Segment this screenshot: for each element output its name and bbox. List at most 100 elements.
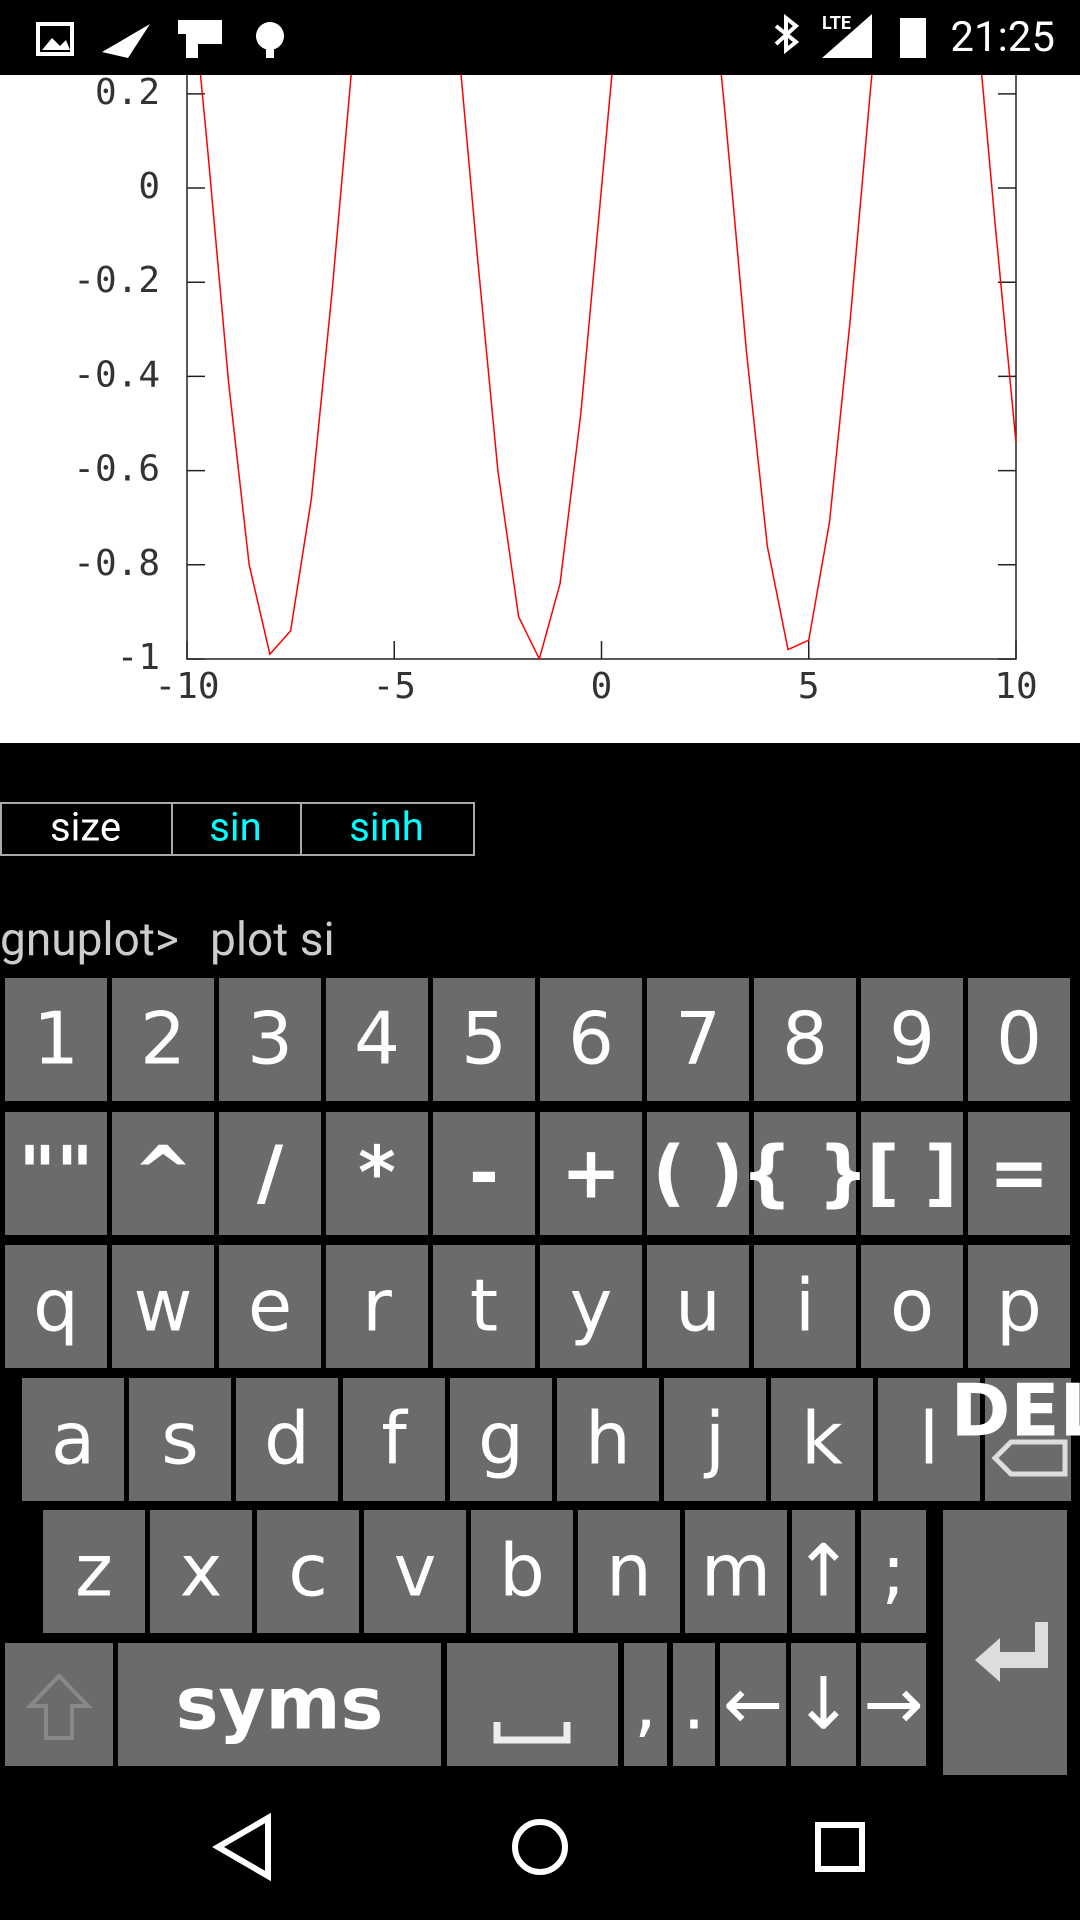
key-label: 4 [354, 997, 400, 1081]
key-label: j [703, 1397, 725, 1481]
prompt-input[interactable]: plot si [210, 913, 335, 967]
status-bar: LTE 21:25 [0, 0, 1080, 75]
key[interactable] [792, 1510, 855, 1633]
y-tick-label: -0.6 [73, 449, 160, 490]
key[interactable] [685, 1510, 787, 1633]
nav-bar [212, 1812, 865, 1882]
key[interactable] [22, 1378, 124, 1501]
key[interactable] [326, 1245, 428, 1368]
key[interactable] [5, 1245, 107, 1368]
key-label: = [989, 1131, 1049, 1215]
key[interactable] [557, 1378, 659, 1501]
key-label: h [585, 1397, 631, 1481]
keyboard: 1 2 3 4 5 6 7 8 9 0 "" ^ / * - + ( ){ }[ ] = q w e r t y u i o p a s d… [5, 978, 1080, 1775]
key-label: p [996, 1264, 1042, 1348]
key[interactable] [791, 1643, 856, 1766]
space-key[interactable] [447, 1643, 618, 1766]
key[interactable] [647, 1245, 749, 1368]
key-label: n [606, 1529, 652, 1613]
key-label: 6 [568, 997, 614, 1081]
key[interactable] [5, 978, 107, 1101]
key[interactable] [219, 1245, 321, 1368]
key-label: 0 [996, 997, 1042, 1081]
key-label: s [161, 1397, 199, 1481]
key[interactable] [326, 978, 428, 1101]
suggestion-bar: size sin sinh [0, 802, 475, 856]
shift-key[interactable] [5, 1643, 113, 1766]
key[interactable] [673, 1643, 715, 1766]
key[interactable] [471, 1510, 573, 1633]
suggestion-cell[interactable] [300, 802, 475, 856]
key-label: + [561, 1131, 621, 1215]
key[interactable] [112, 1112, 214, 1235]
key-label: r [362, 1264, 392, 1348]
android-icon [256, 22, 284, 50]
key[interactable] [257, 1510, 359, 1633]
x-tick-label: 0 [591, 666, 613, 707]
key[interactable] [647, 1112, 749, 1235]
key[interactable] [624, 1643, 667, 1766]
key[interactable] [112, 978, 214, 1101]
key[interactable] [433, 1245, 535, 1368]
recents-button[interactable] [815, 1822, 865, 1872]
key[interactable] [861, 1510, 926, 1633]
back-button[interactable] [212, 1812, 271, 1882]
key[interactable] [578, 1510, 680, 1633]
key[interactable] [754, 1245, 856, 1368]
x-tick-label: -10 [154, 666, 219, 707]
key[interactable] [343, 1378, 445, 1501]
key[interactable] [754, 1112, 856, 1235]
key[interactable] [861, 1245, 963, 1368]
key-label: b [499, 1529, 545, 1613]
key[interactable] [364, 1510, 466, 1633]
home-button[interactable] [512, 1819, 568, 1875]
key[interactable] [540, 978, 642, 1101]
key[interactable] [968, 1245, 1070, 1368]
suggestion-cell[interactable] [171, 802, 302, 856]
key[interactable] [150, 1510, 252, 1633]
key[interactable] [112, 1245, 214, 1368]
key[interactable] [861, 1112, 963, 1235]
key[interactable] [771, 1378, 873, 1501]
key[interactable] [433, 1112, 535, 1235]
key[interactable] [968, 1112, 1070, 1235]
key[interactable] [118, 1643, 441, 1766]
key-label: 2 [140, 997, 186, 1081]
key[interactable] [540, 1112, 642, 1235]
key-label: e [248, 1264, 292, 1348]
enter-icon [975, 1622, 1048, 1682]
key[interactable] [5, 1112, 107, 1235]
key[interactable] [647, 978, 749, 1101]
key[interactable] [968, 978, 1070, 1101]
key[interactable] [433, 978, 535, 1101]
key-label: k [801, 1397, 843, 1481]
key-label: ↓ [793, 1662, 853, 1746]
key-label: [ ] [867, 1131, 958, 1215]
clock: 21:25 [950, 13, 1055, 62]
shift-icon [25, 1673, 93, 1740]
key[interactable] [219, 978, 321, 1101]
key-label: 3 [247, 997, 293, 1081]
gallery-icon-shape [42, 38, 70, 50]
key-label: u [675, 1264, 721, 1348]
key[interactable] [219, 1112, 321, 1235]
key[interactable] [878, 1378, 980, 1501]
key[interactable] [664, 1378, 766, 1501]
key[interactable] [720, 1643, 786, 1766]
key[interactable] [861, 1643, 926, 1766]
key-label: ^ [133, 1131, 193, 1215]
key[interactable] [540, 1245, 642, 1368]
key-label: l [919, 1397, 939, 1481]
key-label: "" [18, 1131, 93, 1215]
key[interactable] [236, 1378, 338, 1501]
key-label: ; [881, 1529, 905, 1613]
enter-key[interactable] [943, 1510, 1067, 1775]
key-label: m [701, 1529, 771, 1613]
key[interactable] [326, 1112, 428, 1235]
key[interactable] [450, 1378, 552, 1501]
key[interactable] [754, 978, 856, 1101]
key[interactable] [43, 1510, 145, 1633]
key[interactable] [861, 978, 963, 1101]
key-label: ( ) [653, 1131, 744, 1215]
key[interactable] [129, 1378, 231, 1501]
